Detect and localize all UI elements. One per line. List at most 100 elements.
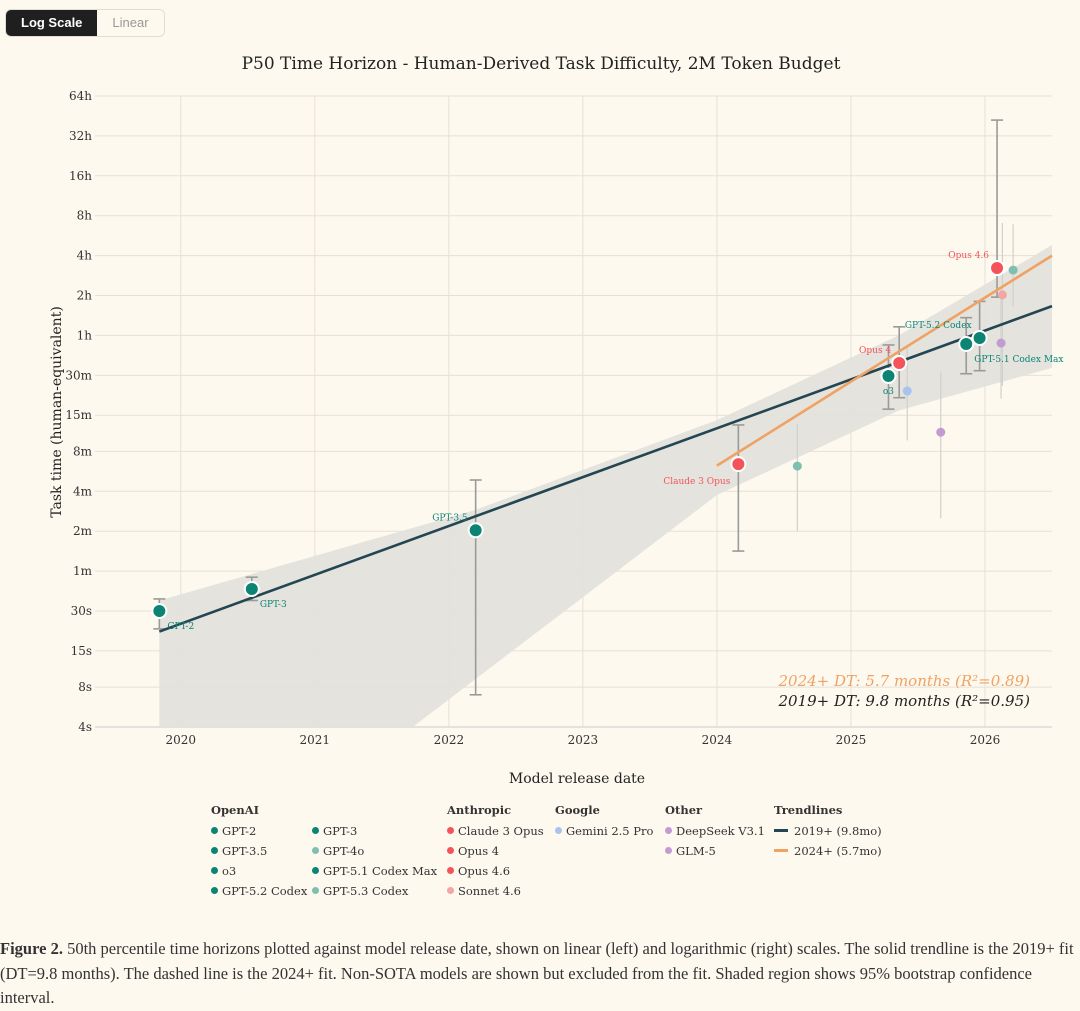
legend-item[interactable]: 2024+ (5.7mo) [774, 844, 882, 864]
legend-item-label: GPT-5.2 Codex [222, 884, 308, 898]
legend-group-title: Google [555, 803, 600, 817]
legend-item[interactable]: GPT-4o [312, 844, 437, 864]
y-tick-label: 8s [78, 680, 92, 694]
legend-item[interactable]: GPT-5.3 Codex [312, 884, 437, 904]
legend-item[interactable]: Sonnet 4.6 [447, 884, 544, 904]
dot-swatch-icon [312, 847, 319, 854]
data-point-sonnet-4-6 [997, 290, 1007, 300]
trendline-2024 [716, 254, 1053, 467]
legend-item[interactable]: 2019+ (9.8mo) [774, 824, 882, 844]
legend-group-title: Other [665, 803, 703, 817]
legend-item-label: GPT-4o [323, 844, 365, 858]
legend-item[interactable]: Claude 3 Opus [447, 824, 544, 844]
x-tick-label: 2021 [300, 733, 331, 747]
data-point-gpt-3 [243, 580, 260, 597]
dot-swatch-icon [447, 847, 454, 854]
annotation-2019-fit: 2019+ DT: 9.8 months (R²=0.95) [778, 692, 1031, 710]
x-tick-label: 2024 [702, 733, 733, 747]
point-label: GPT-3.5 [432, 513, 468, 523]
data-point-gpt-5-3-codex [1008, 265, 1018, 275]
line-swatch-icon [774, 829, 788, 832]
legend-item-label: 2024+ (5.7mo) [794, 844, 882, 858]
legend-item-label: o3 [222, 864, 237, 878]
x-tick-label: 2023 [568, 733, 599, 747]
legend-item[interactable]: DeepSeek V3.1 [665, 824, 765, 844]
caption-label: Figure 2. [0, 939, 63, 958]
x-axis-label: Model release date [509, 771, 645, 787]
legend-item-label: Opus 4.6 [458, 864, 511, 878]
dot-swatch-icon [447, 867, 454, 874]
legend-item[interactable]: GPT-3 [312, 824, 437, 844]
legend-group: Google Gemini 2.5 Pro [555, 803, 653, 844]
y-tick-label: 4m [73, 484, 93, 498]
trendline-2019 [158, 304, 1053, 633]
y-axis-label: Task time (human-equivalent) [49, 306, 65, 518]
data-point-gpt-5-1-codex-max [958, 336, 975, 353]
figure-caption: Figure 2. 50th percentile time horizons … [0, 937, 1080, 1011]
legend-group-title: Anthropic [447, 803, 512, 817]
chart-title: P50 Time Horizon - Human-Derived Task Di… [242, 54, 841, 74]
legend-item[interactable]: GPT-5.1 Codex Max [312, 864, 437, 884]
dot-swatch-icon [312, 887, 319, 894]
data-point-gpt-4o [792, 461, 802, 471]
annotation-2024-fit: 2024+ DT: 5.7 months (R²=0.89) [778, 672, 1031, 690]
point-label: Opus 4.6 [948, 251, 989, 261]
point-label: GPT-5.1 Codex Max [974, 355, 1063, 365]
legend-item-label: GPT-2 [222, 824, 257, 838]
line-swatch-icon [774, 849, 788, 852]
point-label: GPT-2 [167, 622, 194, 632]
y-tick-label: 4s [78, 720, 92, 734]
legend-item-label: GLM-5 [676, 844, 716, 858]
x-tick-label: 2020 [166, 733, 197, 747]
y-tick-label: 1m [73, 564, 93, 578]
legend-group: Anthropic Claude 3 Opus Opus 4 Opus 4.6 Sonn… [447, 803, 544, 904]
x-tick-label: 2025 [836, 733, 867, 747]
y-tick-label: 2m [73, 524, 93, 538]
y-tick-label: 2h [77, 289, 93, 303]
point-label: Opus 4 [859, 346, 891, 356]
point-label: GPT-3 [260, 600, 287, 610]
y-tick-label: 16h [69, 169, 92, 183]
y-tick-label: 64h [69, 89, 92, 103]
legend-item-label: Opus 4 [458, 844, 500, 858]
legend-group: OpenAI GPT-2 GPT-3.5 o3 GPT-5.2 Codex [211, 803, 307, 904]
legend-item[interactable]: Opus 4.6 [447, 864, 544, 884]
data-point-glm-5 [996, 338, 1006, 348]
legend-item-label: GPT-5.3 Codex [323, 884, 409, 898]
y-tick-label: 1h [77, 328, 93, 342]
linear-button[interactable]: Linear [97, 10, 164, 36]
legend-item[interactable]: Opus 4 [447, 844, 544, 864]
legend-item-label: GPT-3.5 [222, 844, 268, 858]
legend-item[interactable]: GPT-2 [211, 824, 307, 844]
legend-group: Trendlines 2019+ (9.8mo) 2024+ (5.7mo) [774, 803, 882, 864]
dot-swatch-icon [211, 867, 218, 874]
legend-item[interactable]: GPT-3.5 [211, 844, 307, 864]
legend-group-title [312, 803, 437, 817]
legend-group-title: OpenAI [211, 803, 260, 817]
legend-item-label: GPT-3 [323, 824, 358, 838]
legend-item[interactable]: GPT-5.2 Codex [211, 884, 307, 904]
data-point-gpt-5-2-codex [971, 330, 988, 347]
data-point-gemini-2-5-pro [902, 386, 912, 396]
dot-swatch-icon [665, 827, 672, 834]
y-tick-label: 30s [71, 604, 92, 618]
dot-swatch-icon [312, 827, 319, 834]
legend-item-label: Gemini 2.5 Pro [566, 824, 654, 838]
legend-item[interactable]: Gemini 2.5 Pro [555, 824, 653, 844]
dot-swatch-icon [211, 847, 218, 854]
legend-group: Other DeepSeek V3.1 GLM-5 [665, 803, 765, 864]
log-scale-button[interactable]: Log Scale [6, 10, 98, 36]
legend-item[interactable]: o3 [211, 864, 307, 884]
y-tick-label: 32h [69, 129, 92, 143]
legend-item[interactable]: GLM-5 [665, 844, 765, 864]
chart: P50 Time Horizon - Human-Derived Task Di… [49, 54, 1064, 787]
y-tick-label: 8m [73, 444, 93, 458]
dot-swatch-icon [447, 887, 454, 894]
y-tick-label: 8h [77, 209, 93, 223]
y-tick-label: 4h [77, 249, 93, 263]
legend-item-label: DeepSeek V3.1 [676, 824, 765, 838]
x-tick-label: 2026 [970, 733, 1001, 747]
scale-toggle: Log Scale Linear [5, 9, 165, 37]
point-label: Claude 3 Opus [663, 477, 730, 487]
data-point-o3 [880, 367, 897, 384]
